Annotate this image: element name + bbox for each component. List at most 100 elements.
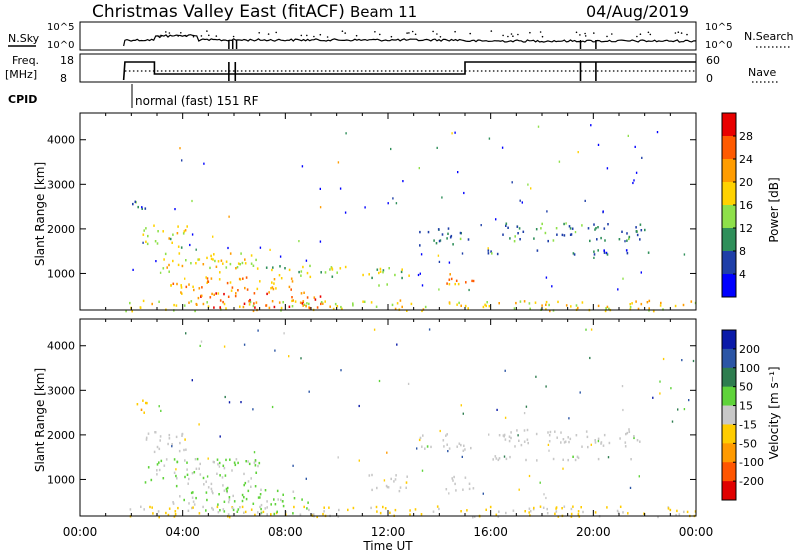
colorbar-tick-label: 15 <box>739 400 753 413</box>
noise-cell <box>436 146 438 149</box>
data-cell <box>142 233 145 236</box>
noise-cell <box>662 357 665 361</box>
noise-cell <box>683 253 686 256</box>
data-cell <box>435 242 438 245</box>
data-cell <box>362 300 364 303</box>
data-cell <box>238 277 241 281</box>
data-cell <box>306 271 309 275</box>
data-cell <box>177 225 179 228</box>
data-cell <box>516 225 519 228</box>
data-cell <box>237 289 239 292</box>
data-cell <box>487 252 490 255</box>
noise-cell <box>184 277 186 280</box>
data-cell <box>219 299 222 302</box>
noise-cell <box>199 344 201 347</box>
data-cell <box>265 304 267 307</box>
data-cell <box>496 252 499 256</box>
data-cell <box>555 227 558 230</box>
data-cell <box>421 445 423 448</box>
nsearch-dot <box>344 32 347 34</box>
data-cell <box>177 245 180 248</box>
data-cell <box>193 503 196 506</box>
data-cell <box>266 500 268 503</box>
data-cell <box>264 507 267 510</box>
data-cell <box>270 503 272 506</box>
nsky-panel-frame <box>79 21 697 51</box>
data-cell <box>535 228 538 231</box>
x-tick-label: 00:00 <box>63 525 98 539</box>
data-cell <box>363 300 366 303</box>
data-cell <box>210 277 213 280</box>
x-tick-label: 04:00 <box>165 525 200 539</box>
noise-cell <box>191 199 193 203</box>
data-cell <box>200 294 203 297</box>
data-cell <box>195 496 197 500</box>
data-cell <box>464 304 467 308</box>
data-cell <box>185 259 187 262</box>
data-cell <box>206 277 209 280</box>
data-cell <box>292 512 294 515</box>
data-cell <box>182 232 185 235</box>
data-cell <box>294 300 297 303</box>
noise-cell <box>593 256 595 259</box>
data-cell <box>158 468 161 472</box>
colorbar-swatch <box>722 405 736 425</box>
colorbar-tick-label: 16 <box>739 199 753 212</box>
data-cell <box>147 466 150 469</box>
data-cell <box>291 296 293 299</box>
colorbar-tick-label: 28 <box>739 130 753 143</box>
data-cell <box>376 268 379 271</box>
nsky-label: N.Sky <box>8 32 40 45</box>
noise-cell <box>396 343 398 346</box>
data-cell <box>563 505 566 508</box>
data-cell <box>560 441 562 444</box>
data-cell <box>146 242 149 246</box>
data-cell <box>210 254 212 258</box>
colorbar-tick-label: 20 <box>739 176 753 189</box>
data-cell <box>141 207 143 210</box>
nsearch-dot <box>469 32 472 35</box>
data-cell <box>450 277 453 281</box>
data-cell <box>217 260 220 263</box>
data-cell <box>302 300 305 303</box>
data-cell <box>259 505 261 509</box>
noise-cell <box>585 328 587 331</box>
data-cell <box>306 302 308 305</box>
data-cell <box>229 281 232 284</box>
data-cell <box>628 430 631 433</box>
data-cell <box>276 510 278 513</box>
nsearch-dot <box>584 35 587 37</box>
noise-cell <box>160 409 162 412</box>
data-cell <box>627 512 629 515</box>
data-cell <box>307 501 309 504</box>
data-cell <box>180 246 183 249</box>
nsearch-dot <box>439 36 442 38</box>
noise-cell <box>496 408 498 411</box>
nsearch-dot <box>432 30 434 33</box>
data-cell <box>603 433 606 437</box>
noise-cell <box>454 131 456 134</box>
noise-cell <box>523 412 526 415</box>
data-cell <box>624 445 627 448</box>
data-cell <box>312 513 315 516</box>
data-cell <box>195 467 198 470</box>
data-cell <box>522 230 525 233</box>
data-cell <box>525 458 527 462</box>
data-cell <box>577 456 580 460</box>
data-cell <box>399 486 402 489</box>
data-cell <box>603 227 606 230</box>
data-cell <box>217 463 219 466</box>
data-cell <box>569 227 572 230</box>
data-cell <box>244 262 247 265</box>
data-cell <box>245 276 248 279</box>
data-cell <box>162 267 165 270</box>
data-cell <box>241 499 244 503</box>
data-cell <box>388 267 390 270</box>
data-cell <box>505 222 508 225</box>
data-cell <box>452 243 454 246</box>
noise-cell <box>288 355 290 358</box>
data-cell <box>548 434 551 437</box>
nsearch-dot <box>680 32 683 34</box>
colorbar-tick-label: 8 <box>739 245 746 258</box>
cpid-text: normal (fast) 151 RF <box>135 94 259 108</box>
